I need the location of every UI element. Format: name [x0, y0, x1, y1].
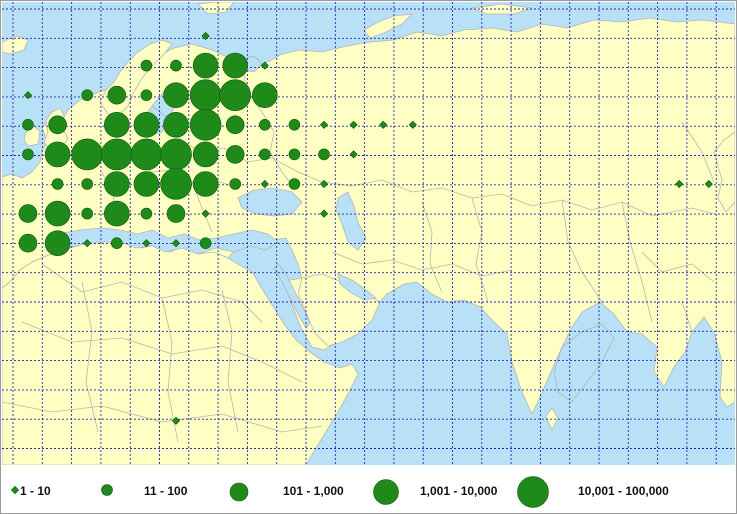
occurrence-dot-class-4 — [44, 200, 71, 227]
water-caspian-sea — [335, 191, 367, 251]
occurrence-dot-class-3 — [225, 115, 245, 135]
legend-dot-class-5 — [517, 476, 549, 508]
occurrence-dot-class-1 — [83, 239, 92, 248]
occurrence-dot-class-5 — [160, 168, 192, 200]
legend-dot-class-3 — [229, 482, 249, 502]
occurrence-dot-class-5 — [101, 138, 133, 171]
occurrence-dot-class-1 — [260, 179, 269, 189]
occurrence-dot-class-4 — [192, 52, 219, 79]
legend-dot-class-2 — [101, 484, 113, 496]
occurrence-dot-class-5 — [189, 79, 222, 111]
occurrence-dot-class-4 — [163, 82, 189, 108]
occurrence-dot-class-2 — [81, 207, 93, 220]
land-svalbard — [197, 2, 235, 15]
occurrence-dot-class-3 — [107, 85, 127, 105]
occurrence-dot-class-5 — [130, 138, 163, 171]
occurrence-dot-class-2 — [318, 148, 330, 161]
water-persian-gulf — [337, 273, 377, 301]
occurrence-dot-class-4 — [44, 141, 71, 168]
occurrence-dot-class-2 — [288, 148, 301, 161]
occurrence-dot-class-4 — [104, 112, 130, 138]
occurrence-dot-class-2 — [170, 59, 182, 72]
occurrence-dot-class-4 — [192, 171, 219, 197]
occurrence-dot-class-2 — [199, 237, 212, 249]
occurrence-dot-class-5 — [71, 138, 103, 171]
occurrence-dot-class-2 — [288, 119, 301, 131]
legend-label-1001-10000: 1,001 - 10,000 — [420, 484, 498, 498]
occurrence-dot-class-1 — [201, 209, 210, 218]
occurrence-dots — [18, 31, 713, 425]
occurrence-dot-class-2 — [22, 119, 34, 131]
legend-label-11-100: 11 - 100 — [144, 484, 188, 498]
occurrence-dot-class-1 — [379, 120, 388, 129]
occurrence-dot-class-4 — [222, 52, 248, 79]
occurrence-dot-class-1 — [349, 120, 358, 129]
legend-symbol-10001-100000 — [517, 476, 549, 508]
land-iceland — [2, 35, 29, 55]
graticule-grid — [2, 2, 735, 465]
occurrence-dot-class-2 — [140, 89, 153, 101]
occurrence-dot-class-1 — [171, 416, 181, 425]
legend-dot-class-4 — [373, 479, 399, 505]
occurrence-dot-class-4 — [251, 82, 278, 108]
legend-label-101-1000: 101 - 1,000 — [283, 484, 344, 498]
occurrence-dot-class-2 — [288, 178, 301, 190]
occurrence-dot-class-4 — [163, 112, 189, 138]
occurrence-dot-class-2 — [81, 89, 93, 101]
occurrence-dot-class-1 — [171, 239, 181, 248]
occurrence-dot-class-2 — [258, 119, 271, 131]
occurrence-dot-class-3 — [166, 204, 186, 223]
land-novaya-zemlya — [363, 13, 414, 39]
occurrence-dot-class-1 — [260, 61, 269, 70]
occurrence-dot-class-5 — [189, 109, 222, 141]
occurrence-dot-class-4 — [104, 200, 130, 227]
legend-label-10001-100000: 10,001 - 100,000 — [578, 484, 669, 498]
occurrence-dot-class-2 — [140, 59, 153, 72]
occurrence-dot-class-1 — [319, 209, 329, 218]
occurrence-dot-class-1 — [704, 179, 713, 189]
land-japan — [713, 131, 735, 213]
occurrence-dot-class-1 — [319, 120, 329, 129]
occurrence-dot-class-1 — [23, 91, 33, 100]
occurrence-dot-class-5 — [160, 138, 192, 171]
occurrence-dot-class-3 — [225, 145, 245, 164]
occurrence-dot-class-2 — [229, 178, 241, 190]
water-black-sea — [237, 187, 303, 217]
legend-label-1-10: 1 - 10 — [20, 484, 51, 498]
occurrence-dot-class-2 — [258, 148, 271, 161]
legend-symbol-1-10 — [10, 485, 20, 495]
occurrence-dot-class-1 — [201, 31, 210, 41]
occurrence-dot-class-5 — [219, 79, 251, 111]
occurrence-dot-class-4 — [192, 141, 219, 168]
legend-symbol-11-100 — [101, 484, 113, 496]
occurrence-dot-class-2 — [22, 148, 34, 161]
occurrence-dot-class-4 — [104, 171, 130, 197]
occurrence-dot-class-3 — [18, 233, 38, 253]
occurrence-dot-class-2 — [140, 207, 153, 220]
occurrence-dot-class-1 — [319, 179, 329, 189]
occurrence-dot-class-1 — [408, 120, 417, 129]
occurrence-dot-class-1 — [349, 150, 358, 159]
legend-dot-class-1 — [10, 485, 20, 495]
legend-symbol-101-1000 — [229, 482, 249, 502]
occurrence-dot-class-3 — [48, 115, 67, 135]
occurrence-dot-class-4 — [133, 112, 160, 138]
map-panel — [2, 2, 735, 465]
occurrence-dot-class-4 — [133, 171, 160, 197]
occurrence-dot-class-4 — [44, 230, 71, 256]
occurrence-dot-class-2 — [111, 237, 123, 249]
legend: 1 - 10 11 - 100 101 - 1,000 1,001 - 10,0… — [2, 467, 735, 513]
occurrence-dot-class-1 — [675, 179, 684, 189]
occurrence-dot-class-3 — [18, 204, 38, 223]
occurrence-dot-class-1 — [142, 239, 151, 248]
legend-symbol-1001-10000 — [373, 479, 399, 505]
occurrence-dot-class-2 — [81, 178, 93, 190]
occurrence-dot-class-2 — [51, 178, 64, 190]
eurasia-africa-map — [2, 2, 735, 465]
